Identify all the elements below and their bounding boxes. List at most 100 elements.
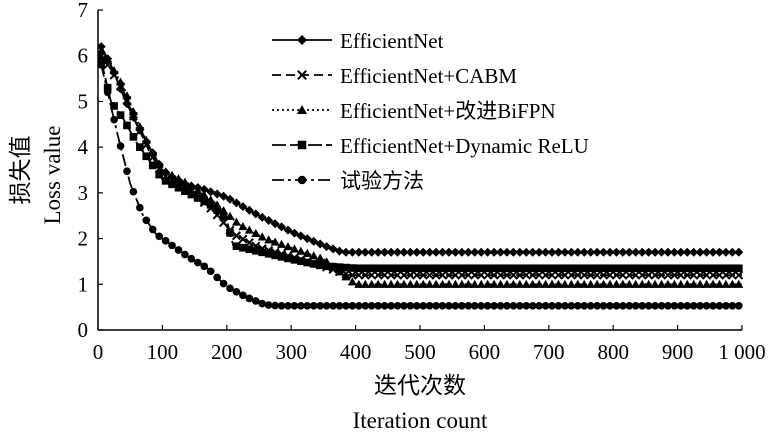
series-point-2 xyxy=(431,279,441,288)
series-point-4 xyxy=(509,301,518,310)
series-point-1 xyxy=(231,231,241,241)
series-point-4 xyxy=(136,203,144,212)
series-point-4 xyxy=(374,301,382,310)
series-point-4 xyxy=(206,267,215,276)
series-point-3 xyxy=(483,264,492,273)
series-point-3 xyxy=(606,264,614,273)
series-point-3 xyxy=(438,264,447,273)
series-point-2 xyxy=(586,279,596,288)
series-point-2 xyxy=(483,279,493,288)
series-point-2 xyxy=(727,279,737,288)
series-point-4 xyxy=(651,301,659,310)
legend-marker-3 xyxy=(297,140,307,150)
series-point-4 xyxy=(380,301,389,310)
series-point-2 xyxy=(508,279,518,288)
series-point-4 xyxy=(213,273,221,282)
series-point-0 xyxy=(657,247,666,257)
series-point-4 xyxy=(400,301,408,310)
series-point-0 xyxy=(650,247,660,257)
series-point-3 xyxy=(528,264,537,273)
series-point-2 xyxy=(167,170,177,179)
series-point-2 xyxy=(309,251,319,260)
series-point-2 xyxy=(392,279,402,288)
series-point-3 xyxy=(696,264,704,273)
series-point-4 xyxy=(335,301,344,310)
series-point-3 xyxy=(219,213,228,221)
series-point-3 xyxy=(451,264,460,273)
series-point-4 xyxy=(451,301,460,310)
y-tick-label: 4 xyxy=(78,135,89,159)
series-point-2 xyxy=(682,279,692,288)
series-point-4 xyxy=(412,301,421,310)
series-point-0 xyxy=(251,209,261,219)
y-axis-label-en: Loss value xyxy=(40,125,65,224)
series-point-3 xyxy=(393,264,402,273)
series-point-4 xyxy=(490,301,498,310)
x-tick-label: 800 xyxy=(597,340,629,364)
series-point-3 xyxy=(387,264,395,273)
series-point-3 xyxy=(548,264,556,273)
legend-marker-0 xyxy=(297,35,307,45)
series-point-2 xyxy=(180,177,190,186)
series-point-0 xyxy=(586,247,596,257)
x-tick-label: 0 xyxy=(93,340,104,364)
series-point-3 xyxy=(361,264,370,273)
series-point-2 xyxy=(380,279,390,288)
legend-label-1: EfficientNet+CABM xyxy=(340,64,517,88)
series-point-0 xyxy=(463,247,473,257)
series-point-2 xyxy=(534,279,544,288)
series-point-4 xyxy=(554,301,563,310)
series-point-2 xyxy=(341,272,351,281)
series-point-2 xyxy=(302,248,312,258)
series-point-0 xyxy=(264,216,274,226)
series-point-4 xyxy=(432,301,440,310)
legend-marker-1 xyxy=(297,70,307,80)
series-point-4 xyxy=(625,301,634,310)
series-point-0 xyxy=(734,247,743,257)
series-point-2 xyxy=(399,279,409,288)
series-point-0 xyxy=(277,222,287,232)
series-point-4 xyxy=(470,301,479,310)
series-point-4 xyxy=(297,301,305,310)
series-point-3 xyxy=(367,264,376,273)
series-point-3 xyxy=(458,264,466,273)
series-point-2 xyxy=(496,279,505,288)
series-point-4 xyxy=(354,301,363,310)
y-tick-label: 2 xyxy=(78,227,89,251)
series-point-2 xyxy=(560,279,570,288)
series-point-4 xyxy=(573,301,582,310)
series-point-3 xyxy=(148,161,157,170)
legend-marker-4 xyxy=(297,175,307,185)
series-point-2 xyxy=(225,211,235,220)
series-point-0 xyxy=(289,228,299,238)
series-point-4 xyxy=(593,301,601,310)
series-point-2 xyxy=(186,181,196,190)
series-point-3 xyxy=(728,264,737,273)
series-point-3 xyxy=(657,264,666,273)
series-point-4 xyxy=(303,301,312,310)
series-point-3 xyxy=(412,264,421,273)
series-point-4 xyxy=(496,301,505,310)
series-point-3 xyxy=(271,251,279,260)
series-point-3 xyxy=(561,264,569,273)
series-point-3 xyxy=(174,183,183,192)
series-point-3 xyxy=(239,243,247,252)
series-point-4 xyxy=(284,301,292,310)
series-point-0 xyxy=(521,247,531,257)
series-point-4 xyxy=(580,301,589,310)
series-point-0 xyxy=(483,247,493,257)
x-tick-label: 500 xyxy=(404,340,436,364)
series-point-3 xyxy=(689,264,698,273)
series-point-3 xyxy=(406,264,415,273)
series-point-4 xyxy=(168,241,176,250)
series-point-0 xyxy=(496,247,505,257)
series-point-2 xyxy=(515,279,525,288)
series-point-2 xyxy=(289,244,299,253)
series-point-3 xyxy=(123,121,131,130)
series-point-2 xyxy=(296,246,306,255)
series-point-2 xyxy=(386,279,396,288)
series-point-2 xyxy=(161,167,171,176)
series-point-4 xyxy=(606,301,614,310)
series-point-4 xyxy=(425,301,434,310)
series-point-4 xyxy=(548,301,556,310)
